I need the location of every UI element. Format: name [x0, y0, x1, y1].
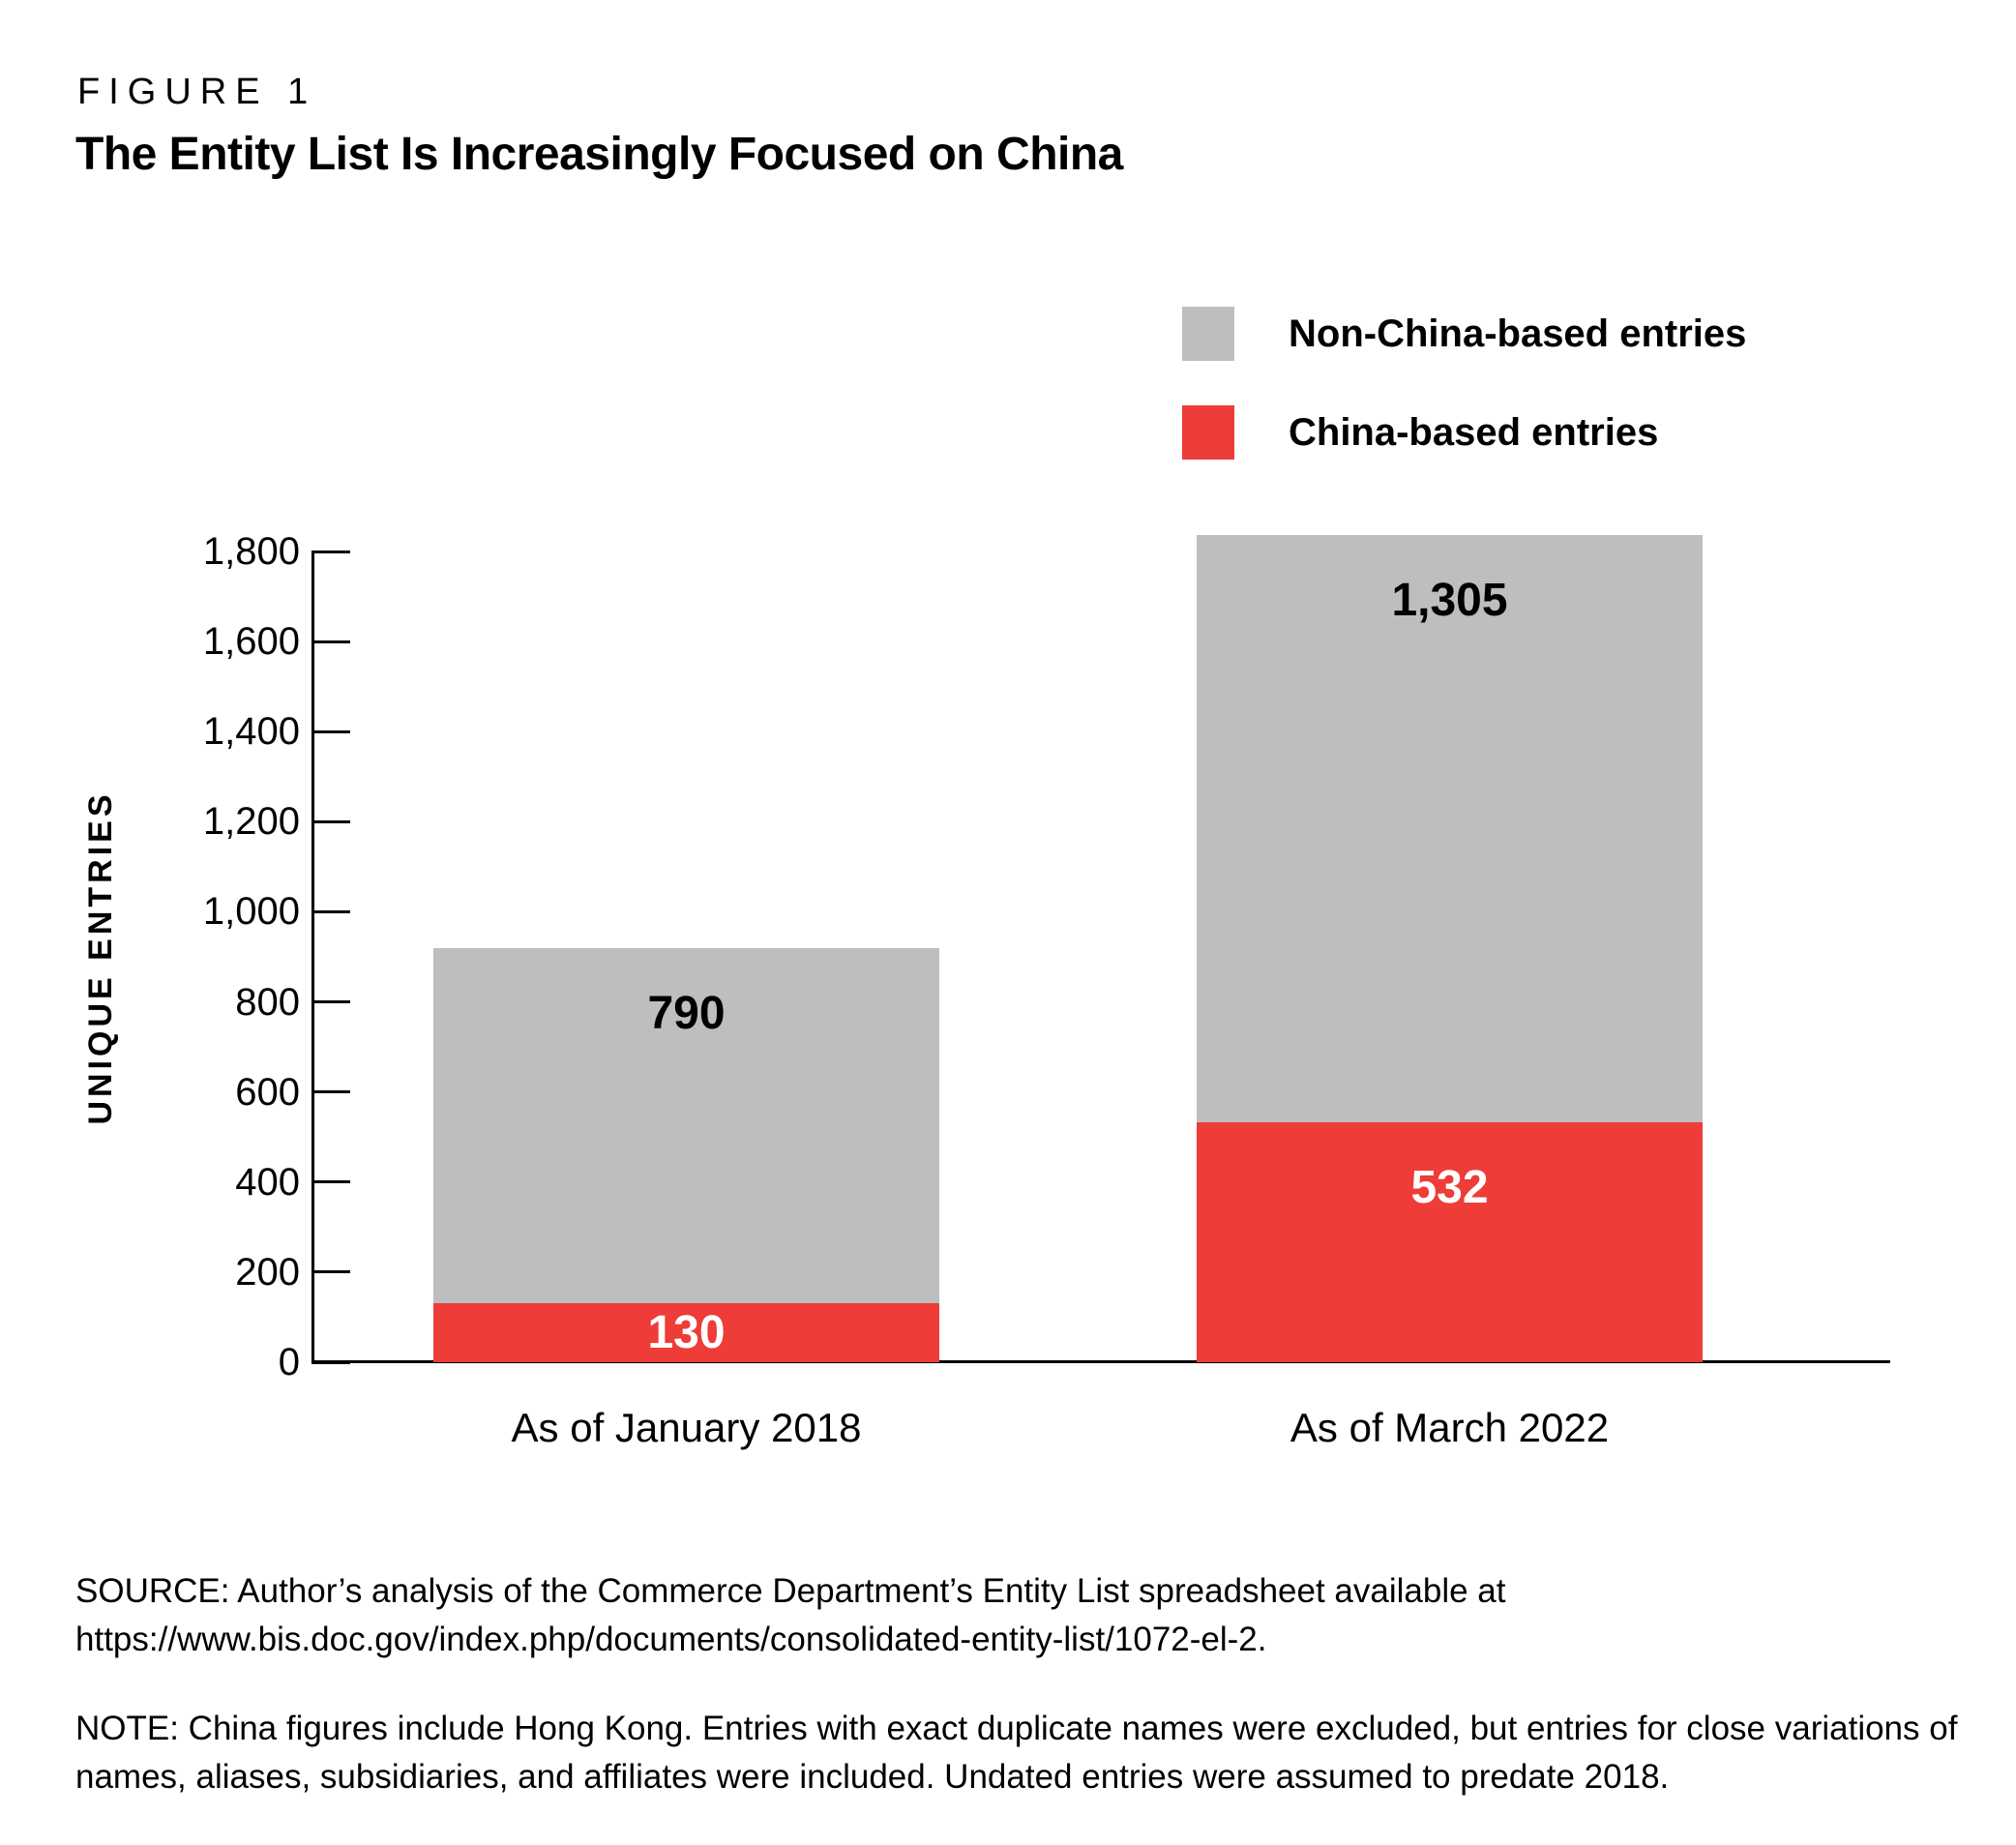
y-axis-line — [311, 551, 314, 1362]
legend-item-china: China-based entries — [1182, 404, 1746, 461]
y-axis-tick-label: 1,400 — [202, 710, 300, 754]
bar-segment-china-0 — [433, 1303, 939, 1362]
y-axis-tick — [311, 1090, 350, 1094]
y-axis-tick-label: 1,000 — [202, 890, 300, 934]
source-text: SOURCE: Author’s analysis of the Commerc… — [75, 1572, 1506, 1659]
bar-segment-non-china-0 — [433, 947, 939, 1304]
y-axis-tick-label: 200 — [235, 1250, 300, 1294]
legend-swatch-china — [1182, 405, 1234, 460]
y-axis-tick — [311, 729, 350, 733]
x-category-label-2022: As of March 2022 — [1290, 1405, 1610, 1450]
figure-kicker: FIGURE 1 — [77, 72, 317, 112]
legend-swatch-non-china — [1182, 307, 1234, 361]
chart-legend: Non-China-based entries China-based entr… — [1182, 306, 1746, 503]
x-axis-line — [311, 1360, 1890, 1363]
y-axis-tick-label: 1,800 — [202, 530, 300, 573]
y-axis-tick — [311, 1360, 350, 1364]
y-axis-tick — [311, 1180, 350, 1184]
bar-value-label: 790 — [647, 987, 726, 1039]
y-axis-tick-label: 0 — [278, 1341, 300, 1384]
y-axis-tick-label: 1,600 — [202, 620, 300, 664]
legend-label: Non-China-based entries — [1289, 312, 1747, 355]
x-category-label-2018: As of January 2018 — [511, 1405, 862, 1450]
bar-value-label: 130 — [647, 1306, 726, 1358]
bar-segment-china-1 — [1197, 1122, 1703, 1362]
y-axis-tick — [311, 819, 350, 823]
figure-title: The Entity List Is Increasingly Focused … — [75, 129, 1123, 180]
y-axis-tick — [311, 550, 350, 553]
y-axis-tick — [311, 909, 350, 913]
legend-label: China-based entries — [1289, 410, 1659, 454]
legend-item-non-china: Non-China-based entries — [1182, 306, 1746, 362]
y-axis-tick — [311, 640, 350, 643]
y-axis-tick — [311, 1270, 350, 1274]
y-axis-tick-label: 800 — [235, 980, 300, 1024]
y-axis-tick-label: 1,200 — [202, 800, 300, 844]
y-axis-tick-label: 600 — [235, 1070, 300, 1114]
bar-value-label: 532 — [1410, 1162, 1489, 1214]
y-axis-tick-label: 400 — [235, 1160, 300, 1204]
bar-segment-non-china-1 — [1197, 534, 1703, 1123]
bar-value-label: 1,305 — [1391, 574, 1508, 626]
note-text: NOTE: China figures include Hong Kong. E… — [75, 1710, 1958, 1797]
y-axis-tick — [311, 1000, 350, 1004]
